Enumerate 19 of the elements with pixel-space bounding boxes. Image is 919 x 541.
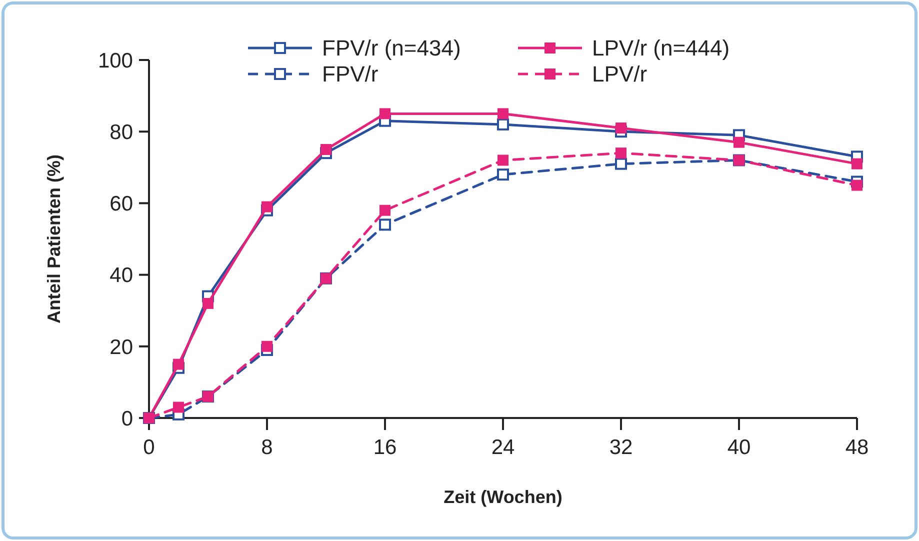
legend-label: LPV/r bbox=[592, 62, 648, 87]
x-tick-label: 24 bbox=[491, 436, 515, 459]
legend-label: FPV/r (n=434) bbox=[322, 36, 461, 61]
y-tick-label: 100 bbox=[98, 49, 133, 72]
y-axis-title: Anteil Patienten (%) bbox=[44, 154, 64, 324]
y-tick-label: 20 bbox=[110, 336, 133, 359]
legend-label: FPV/r bbox=[322, 62, 378, 87]
legend-label: LPV/r (n=444) bbox=[592, 36, 730, 61]
x-tick-label: 8 bbox=[261, 436, 273, 459]
y-tick-label: 0 bbox=[121, 407, 133, 430]
x-tick-label: 40 bbox=[727, 436, 751, 459]
x-axis-title: Zeit (Wochen) bbox=[444, 487, 562, 507]
x-tick-label: 0 bbox=[143, 436, 155, 459]
x-tick-label: 16 bbox=[373, 436, 397, 459]
y-tick-label: 60 bbox=[110, 192, 133, 216]
y-tick-label: 80 bbox=[110, 120, 133, 144]
y-tick-label: 40 bbox=[110, 264, 133, 288]
x-tick-label: 32 bbox=[609, 436, 633, 459]
x-tick-label: 48 bbox=[845, 436, 869, 459]
